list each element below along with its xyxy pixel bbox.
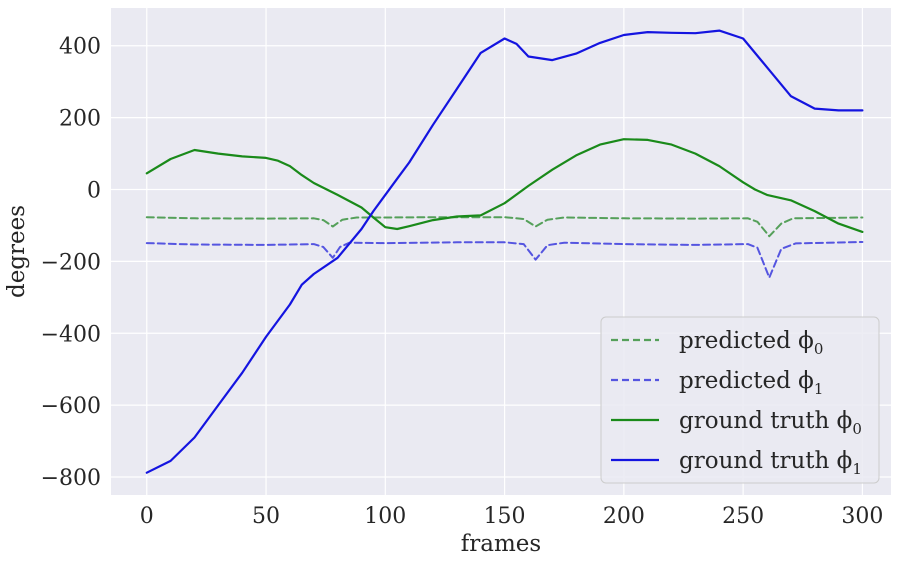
- y-tick-label: 0: [87, 179, 101, 204]
- y-tick-label: −600: [41, 394, 101, 419]
- series-line-2: [145, 138, 864, 233]
- x-axis-label: frames: [461, 531, 541, 557]
- y-axis-label: degrees: [4, 205, 30, 298]
- legend-label: ground truth ϕ1: [679, 448, 862, 478]
- y-tick-label: −200: [41, 250, 101, 275]
- y-tick-label: −800: [41, 466, 101, 491]
- x-tick-label: 50: [252, 504, 280, 529]
- x-tick-label: 0: [140, 504, 154, 529]
- x-tick-label: 300: [841, 504, 883, 529]
- tick-labels: 0 50 100 150 200 250 300 −800 −600 −400 −200 0 200 40…: [41, 35, 884, 529]
- legend-box: [600, 316, 880, 484]
- x-tick-label: 150: [484, 504, 526, 529]
- series-line-1: [145, 241, 864, 279]
- series-line-3: [145, 29, 864, 474]
- x-tick-label: 200: [603, 504, 645, 529]
- legend: predicted ϕ0 predicted ϕ1 ground truth ϕ0 g…: [600, 316, 880, 484]
- y-tick-label: 200: [59, 107, 101, 132]
- legend-label: predicted ϕ0: [679, 328, 823, 358]
- series-layer: [145, 29, 864, 474]
- x-tick-label: 250: [722, 504, 764, 529]
- legend-label: predicted ϕ1: [679, 368, 823, 398]
- series-line-0: [145, 216, 864, 238]
- x-tick-label: 100: [364, 504, 406, 529]
- legend-label: ground truth ϕ0: [679, 408, 862, 438]
- y-tick-label: −400: [41, 322, 101, 347]
- y-tick-label: 400: [59, 35, 101, 60]
